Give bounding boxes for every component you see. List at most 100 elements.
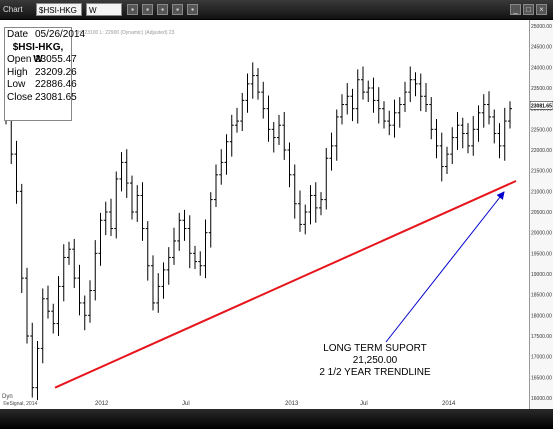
ohlc-bar (224, 134, 229, 175)
settings-icon[interactable]: ▪ (172, 4, 183, 15)
info-date-row: Date 05/26/2014 (7, 29, 85, 42)
price-tick-label: 18500.00 (531, 293, 552, 299)
annotation-line-2: 21,250.00 (352, 355, 398, 366)
ohlc-bar (245, 73, 250, 113)
ohlc-bar (250, 62, 255, 99)
ohlc-bar (109, 198, 113, 236)
price-tick-label: 20500.00 (531, 210, 552, 216)
ohlc-bar (266, 95, 271, 142)
ohlc-bar (313, 182, 318, 223)
ohlc-bar (424, 83, 428, 112)
interval-input[interactable]: W (86, 3, 122, 16)
chart-area[interactable]: 2012 Jul 2013 Jul 2014 (0, 20, 530, 409)
price-chart: 2012 Jul 2013 Jul 2014 (4, 62, 517, 407)
ohlc-bar (240, 92, 245, 131)
ohlc-bar (324, 147, 329, 210)
ohlc-bar (455, 111, 460, 150)
price-tick-label: 23000.00 (531, 107, 552, 113)
minimize-icon[interactable]: _ (510, 4, 521, 15)
ohlc-bar (219, 149, 224, 185)
ohlc-bar (214, 164, 218, 208)
symbol-input[interactable]: $HSI-HKG (36, 3, 82, 16)
close-value: 23081.65 (35, 91, 77, 103)
ohlc-bar (156, 273, 161, 313)
price-axis-scale: 25000.00 24500.00 24000.00 23500.00 23000.00… (529, 24, 553, 402)
date-value: 05/26/2014 (35, 29, 86, 40)
price-tick-label: 23500.00 (531, 86, 552, 92)
app-label[interactable]: Chart (3, 5, 23, 14)
info-row: Open 23055.47 (7, 54, 77, 67)
ohlc-bar (403, 81, 407, 112)
ohlc-bar (460, 117, 465, 149)
ohlc-bar (187, 215, 192, 269)
price-tick-label: 22500.00 (531, 127, 552, 133)
ohlc-bar (487, 91, 491, 125)
ohlc-bar (350, 88, 355, 122)
ohlc-bar (439, 132, 444, 182)
ohlc-bar (298, 190, 302, 232)
ohlc-bar (135, 185, 140, 222)
ohlc-bar (161, 262, 166, 299)
ohlc-bar (182, 209, 187, 241)
price-axis[interactable]: 25000.00 24500.00 24000.00 23500.00 23000.00… (529, 20, 553, 409)
ohlc-bar (208, 192, 213, 248)
trendline-annotation: LONG TERM SUPORT 21,250.00 2 1/2 YEAR TR… (300, 343, 450, 379)
high-label: High (7, 66, 28, 78)
price-tick-label: 25000.00 (531, 24, 552, 30)
price-tick-label: 19500.00 (531, 251, 552, 257)
ohlc-bar (177, 212, 182, 251)
ohlc-bar (46, 285, 50, 319)
maximize-icon[interactable]: □ (523, 4, 534, 15)
ohlc-bar (502, 107, 507, 161)
time-axis-label: Jul (360, 401, 368, 407)
ohlc-bar (408, 66, 413, 103)
ohlc-bar (429, 97, 434, 140)
price-tick-label: 20000.00 (531, 231, 552, 237)
options-icon[interactable]: ▪ (142, 4, 153, 15)
ohlc-bar (340, 94, 344, 125)
high-value: 23209.26 (35, 66, 77, 78)
ohlc-bar (93, 240, 98, 301)
ohlc-bar (366, 80, 371, 103)
ohlc-bar (471, 116, 476, 156)
ohlc-bar (193, 245, 197, 270)
ohlc-bar (119, 152, 124, 192)
ohlc-bar (77, 264, 82, 316)
ohlc-bar (319, 192, 323, 216)
ohlc-bar (98, 212, 103, 266)
price-tick-label: 21000.00 (531, 189, 552, 195)
price-tick-label: 19000.00 (531, 272, 552, 278)
window-titlebar: Chart $HSI-HKG W ▪ ▪ ▪ ▪ ▪ _ □ × (0, 0, 553, 20)
date-label: Date (7, 29, 29, 40)
ohlc-bar (492, 109, 497, 144)
annotation-line-1: LONG TERM SUPORT (323, 343, 427, 354)
draw-icon[interactable]: ▪ (187, 4, 198, 15)
ohlc-bar (387, 110, 392, 136)
ohlc-bar (140, 182, 145, 241)
ohlc-bar (308, 185, 313, 225)
ohlc-bar (229, 114, 234, 157)
ohlc-bar (114, 171, 119, 239)
price-tick-label: 16500.00 (531, 375, 552, 381)
support-trendline[interactable] (54, 180, 517, 389)
close-icon[interactable]: × (536, 4, 547, 15)
ohlc-bar (376, 87, 381, 124)
time-axis-label: 2012 (95, 401, 109, 407)
ohlc-bar (345, 83, 350, 115)
copyright-text: ©eSignal, 2014 (3, 401, 38, 407)
ohlc-bar (14, 140, 19, 204)
ohlc-bar (35, 340, 40, 401)
low-value: 22886.46 (35, 79, 77, 90)
symbol-title: $HSI-HKG, W (12, 41, 64, 66)
ohlc-bar (151, 255, 155, 311)
ohlc-bar (261, 81, 266, 119)
current-price-marker (529, 101, 553, 110)
link-icon[interactable]: ▪ (127, 4, 138, 15)
zoom-icon[interactable]: ▪ (157, 4, 168, 15)
ohlc-bar (256, 68, 260, 100)
corner-label: Dyn (2, 394, 13, 400)
price-tick-label: 18000.00 (531, 313, 552, 319)
ohlc-bar (166, 247, 171, 285)
ohlc-bar (124, 149, 129, 198)
annotation-arrow[interactable] (385, 191, 505, 343)
